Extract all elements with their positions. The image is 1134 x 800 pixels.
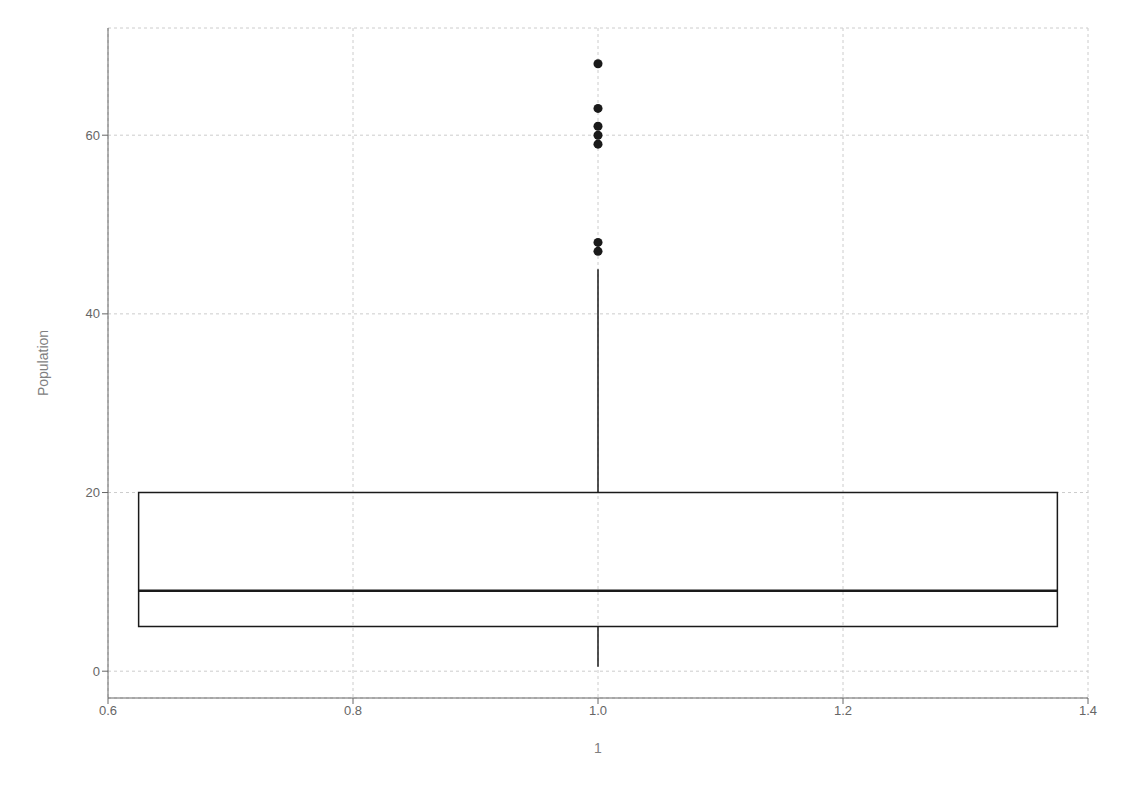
svg-text:40: 40 — [86, 306, 100, 321]
svg-text:0: 0 — [93, 664, 100, 679]
svg-text:1.0: 1.0 — [589, 703, 607, 718]
svg-text:0.6: 0.6 — [99, 703, 117, 718]
svg-text:1.2: 1.2 — [834, 703, 852, 718]
svg-text:1: 1 — [594, 740, 602, 756]
svg-text:1.4: 1.4 — [1079, 703, 1097, 718]
svg-text:0.8: 0.8 — [344, 703, 362, 718]
svg-text:60: 60 — [86, 128, 100, 143]
svg-text:20: 20 — [86, 485, 100, 500]
svg-text:Population: Population — [35, 330, 51, 396]
